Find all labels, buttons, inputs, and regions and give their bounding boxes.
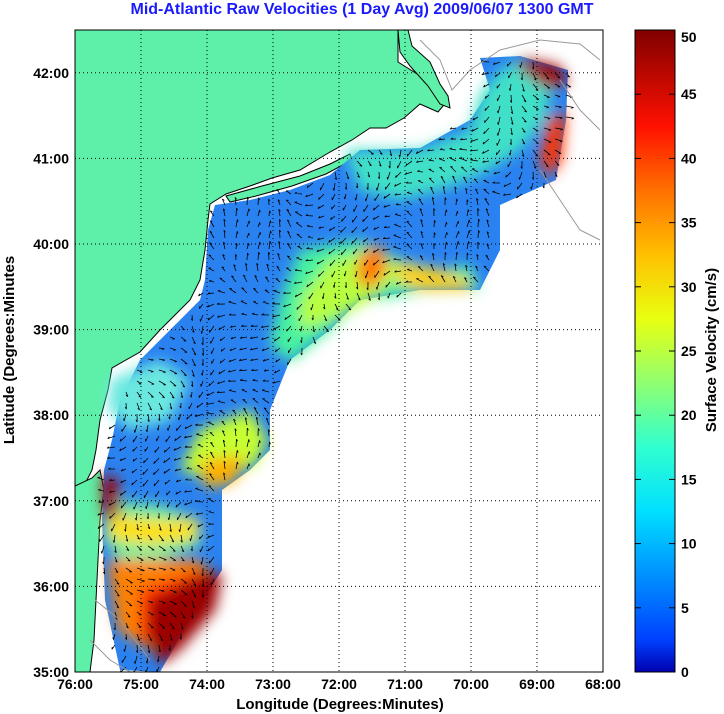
colorbar-tick-label: 30: [681, 279, 697, 295]
colorbar-tick-label: 0: [681, 664, 689, 680]
land-cape-cod: [397, 30, 451, 109]
x-axis-label: Longitude (Degrees:Minutes): [236, 696, 444, 713]
x-tick-label: 72:00: [321, 676, 357, 692]
colorbar-label: Surface Velocity (cm/s): [703, 268, 720, 432]
x-tick-label: 69:00: [519, 676, 555, 692]
colorbar-tick-label: 40: [681, 150, 697, 166]
y-tick-label: 40:00: [33, 236, 69, 252]
x-tick-labels: 76:00 75:00 74:00 73:00 72:00 71:00 70:00 69:00…: [57, 676, 621, 692]
y-tick-label: 36:00: [33, 578, 69, 594]
bathymetry-contours: [89, 39, 601, 672]
velocity-vectors: [97, 60, 575, 672]
y-tick-label: 35:00: [33, 664, 69, 680]
land-northeast: [75, 30, 449, 487]
y-tick-label: 41:00: [33, 150, 69, 166]
y-axis-label: Latitude (Degrees:Minutes: [1, 256, 18, 444]
velocity-field: [102, 56, 568, 672]
y-tick-label: 38:00: [33, 407, 69, 423]
colorbar-tick-label: 35: [681, 215, 697, 231]
colorbar-tick-label: 15: [681, 471, 697, 487]
colorbar-tick-label: 45: [681, 86, 697, 102]
colorbar-tick-label: 20: [681, 407, 697, 423]
land-delmarva: [75, 468, 105, 672]
colorbar-tick-label: 50: [681, 29, 697, 45]
grid-lines: [75, 30, 603, 672]
colorbar-tick-label: 25: [681, 343, 697, 359]
y-tick-labels: 42:00 41:00 40:00 39:00 38:00 37:00 36:00 35:00: [33, 65, 69, 680]
colorbar-tick-label: 5: [681, 600, 689, 616]
x-tick-label: 68:00: [585, 676, 621, 692]
colorbar-tick-label: 10: [681, 536, 697, 552]
x-tick-label: 70:00: [453, 676, 489, 692]
page-title: Mid-Atlantic Raw Velocities (1 Day Avg) …: [130, 1, 594, 18]
x-tick-label: 73:00: [255, 676, 291, 692]
x-tick-label: 71:00: [387, 676, 423, 692]
x-tick-label: 74:00: [189, 676, 225, 692]
x-tick-label: 75:00: [123, 676, 159, 692]
y-tick-label: 42:00: [33, 65, 69, 81]
y-tick-label: 37:00: [33, 493, 69, 509]
x-tick-label: 76:00: [57, 676, 93, 692]
plot-frame: [74, 29, 604, 673]
y-tick-label: 39:00: [33, 322, 69, 338]
